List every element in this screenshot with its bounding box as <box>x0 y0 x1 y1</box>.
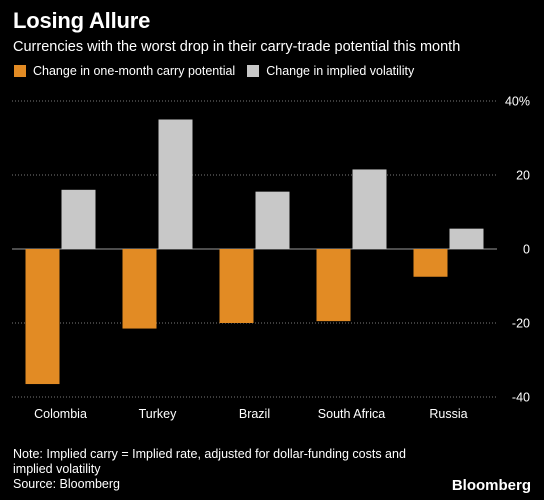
y-tick-label: 20 <box>516 169 530 183</box>
legend-swatch-carry <box>14 65 26 77</box>
x-tick-label: Brazil <box>239 407 270 421</box>
legend-item-volatility: Change in implied volatility <box>247 64 414 78</box>
bar-carry-russia <box>413 249 448 277</box>
bar-volatility-turkey <box>158 119 193 249</box>
bar-carry-turkey <box>122 249 157 329</box>
x-tick-label: Turkey <box>139 407 177 421</box>
chart-note: Note: Implied carry = Implied rate, adju… <box>13 447 453 492</box>
note-line-2: implied volatility <box>13 462 101 476</box>
y-tick-label: 0 <box>523 243 530 257</box>
x-tick-label: Russia <box>429 407 467 421</box>
bar-volatility-south-africa <box>352 169 387 249</box>
chart-title: Losing Allure <box>13 8 151 33</box>
legend: Change in one-month carry potential Chan… <box>14 64 426 78</box>
legend-label-carry: Change in one-month carry potential <box>33 64 236 78</box>
legend-swatch-volatility <box>247 65 260 77</box>
legend-item-carry: Change in one-month carry potential <box>14 64 235 78</box>
bar-volatility-brazil <box>255 191 290 249</box>
x-tick-label: South Africa <box>318 407 385 421</box>
source-line: Source: Bloomberg <box>13 477 121 491</box>
y-tick-label: 40% <box>505 95 530 109</box>
bar-carry-brazil <box>219 249 254 323</box>
legend-label-volatility: Change in implied volatility <box>266 64 415 78</box>
x-tick-label: Colombia <box>34 407 87 421</box>
bar-carry-colombia <box>25 249 60 385</box>
bar-volatility-russia <box>449 228 484 249</box>
y-tick-label: -40 <box>512 391 530 405</box>
bar-volatility-colombia <box>61 189 96 249</box>
chart-subtitle: Currencies with the worst drop in their … <box>13 39 461 55</box>
y-tick-label: -20 <box>512 317 530 331</box>
bloomberg-logo: Bloomberg <box>451 477 531 494</box>
bar-carry-south-africa <box>316 249 351 322</box>
note-line-1: Note: Implied carry = Implied rate, adju… <box>13 447 406 461</box>
